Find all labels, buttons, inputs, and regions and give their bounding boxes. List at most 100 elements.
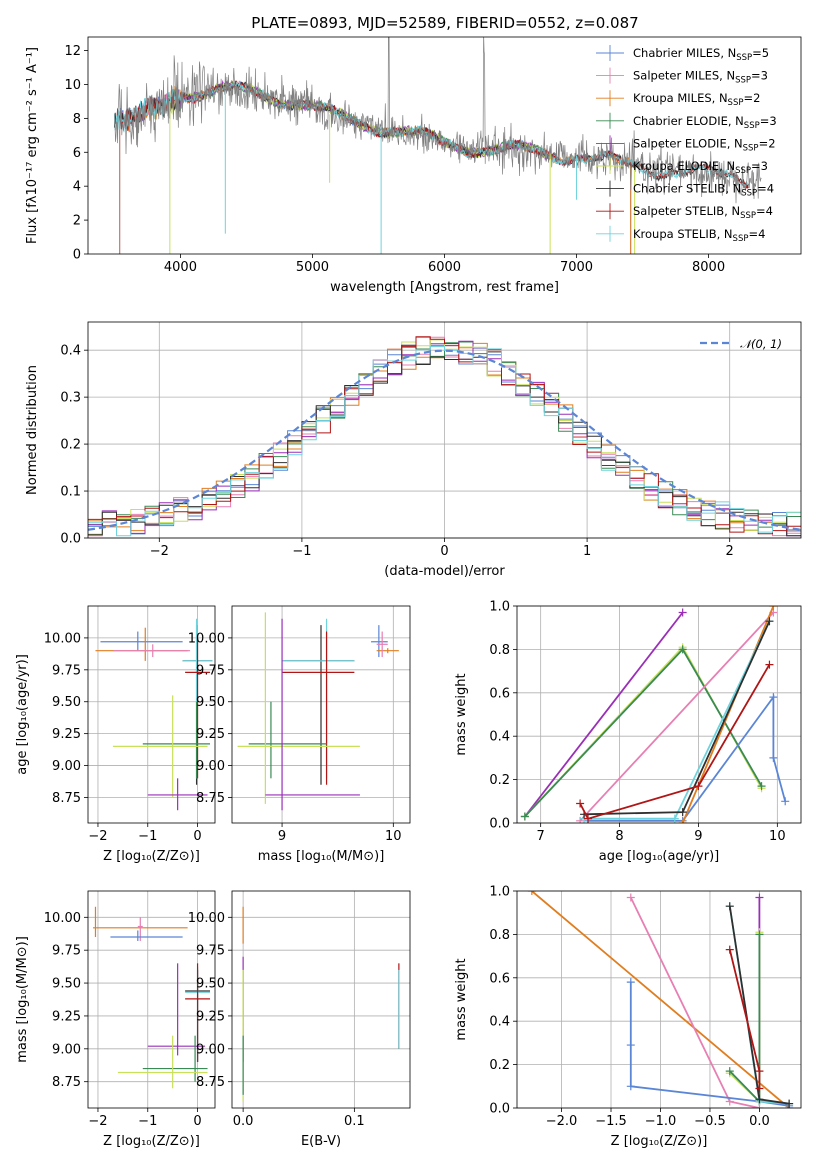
y-axis-label: Flux [fλ10⁻¹⁷ erg cm⁻² s⁻¹ A⁻¹] <box>25 47 40 244</box>
weight-marker <box>520 812 529 821</box>
y-tick-label: 9.00 <box>52 759 81 774</box>
legend-entry: Kroupa MILES, NSSP=2 <box>633 91 760 108</box>
legend-count: =2 <box>759 136 776 150</box>
x-tick-label: −1 <box>138 1114 157 1129</box>
y-tick-label: 9.00 <box>52 1042 81 1057</box>
x-tick-label: −1.5 <box>595 1114 627 1129</box>
weight-marker <box>765 660 774 669</box>
weight-marker <box>755 1067 764 1076</box>
weight-marker <box>678 819 687 823</box>
legend-entry: Kroupa ELODIE, NSSP=3 <box>633 159 768 176</box>
legend-label: Chabrier STELIB, N <box>633 182 741 196</box>
x-tick-label: 10 <box>385 829 402 844</box>
residual-histogram-salpeter-stelib <box>88 336 801 535</box>
plot-area <box>527 891 794 1108</box>
y-tick-label: 0.2 <box>60 438 81 453</box>
x-tick-label: 2 <box>726 544 734 559</box>
legend-subscript: SSP <box>728 98 744 108</box>
y-axis-label: Normed distribution <box>25 365 40 495</box>
legend-count: =3 <box>760 114 777 128</box>
y-tick-label: 0.8 <box>489 643 510 658</box>
y-axis-label: age [log₁₀(age/yr)] <box>15 654 30 775</box>
y-tick-label: 9.50 <box>52 977 81 992</box>
weight-line-salpeter-miles <box>629 897 760 1108</box>
x-tick-label: −1.0 <box>645 1114 677 1129</box>
legend-count: =5 <box>752 46 769 60</box>
weight-marker <box>755 930 764 939</box>
residuals-panel: −2 −1 0 1 2 0.0 0.1 0.2 0.3 0.4 (data-model)/error… <box>25 321 802 579</box>
y-tick-label: 9.25 <box>52 727 81 742</box>
plot-area <box>92 906 211 1089</box>
weight-marker <box>678 645 687 654</box>
y-tick-label: 2 <box>73 214 81 229</box>
weight-marker <box>626 1041 635 1050</box>
weight-marker <box>769 606 778 610</box>
weight-line-salpeter-elodie <box>524 611 684 818</box>
spectrum-title: PLATE=0893, MJD=52589, FIBERID=0552, z=0… <box>251 14 638 32</box>
plot-area <box>520 606 790 823</box>
y-axis-label: mass weight <box>454 958 469 1040</box>
model-spectrum-salpeter-miles <box>119 80 632 254</box>
legend-label: Salpeter MILES, N <box>633 69 735 83</box>
axes-frame <box>87 36 802 255</box>
x-tick-label: −0.5 <box>694 1114 726 1129</box>
weight-marker <box>755 1095 764 1104</box>
legend-subscript: SSP <box>735 76 751 86</box>
weight-vs-metallicity-panel: −2.0 −1.5 −1.0 −0.5 0.0 0.0 0.2 0.4 0.6 0.8 1.0 Z [… <box>454 885 802 1149</box>
x-axis-label: Z [log₁₀(Z/Z⊙)] <box>103 849 200 864</box>
y-tick-label: 9.50 <box>196 977 225 992</box>
weight-line-kroupa-stelib <box>584 620 771 820</box>
weight-marker <box>769 693 778 702</box>
model-spectrum-chabrier-miles <box>119 80 632 254</box>
weight-marker <box>584 814 592 823</box>
mass-vs-metallicity-panel: −2 −1 0 8.75 9.00 9.25 9.50 9.75 10.00 Z [log₁₀(Z… <box>15 890 216 1149</box>
x-tick-label: 10 <box>769 829 786 844</box>
legend-count: =4 <box>756 204 773 218</box>
y-tick-label: 1.0 <box>489 600 510 615</box>
plot-area <box>88 336 801 537</box>
y-axis-label: mass [log₁₀(M/M⊙)] <box>15 936 30 1063</box>
x-tick-label: −2 <box>88 829 107 844</box>
legend-count: =2 <box>743 91 760 105</box>
legend-count: =4 <box>748 227 765 241</box>
x-axis-label: Z [log₁₀(Z/Z⊙)] <box>103 1134 200 1149</box>
legend-label: Kroupa MILES, N <box>633 91 728 105</box>
legend-subscript: SSP <box>735 166 751 176</box>
x-tick-label: −2 <box>150 544 169 559</box>
weight-marker <box>755 1084 764 1093</box>
weight-marker <box>781 797 790 806</box>
y-tick-label: 9.75 <box>196 944 225 959</box>
y-tick-label: 1.0 <box>489 885 510 900</box>
legend-count: =4 <box>757 182 774 196</box>
x-tick-label: −2 <box>88 1114 107 1129</box>
x-axis-label: Z [log₁₀(Z/Z⊙)] <box>611 1134 708 1149</box>
x-axis-label: wavelength [Angstrom, rest frame] <box>330 280 559 295</box>
legend-subscript: SSP <box>733 234 749 244</box>
weight-line-salpeter-stelib <box>579 664 771 820</box>
x-axis-label: mass [log₁₀(M/M⊙)] <box>258 849 385 864</box>
y-tick-label: 9.75 <box>52 663 81 678</box>
y-tick-label: 9.50 <box>196 695 225 710</box>
weight-line-salpeter-miles <box>579 611 775 822</box>
axes-frame <box>516 605 802 824</box>
weight-marker <box>785 1099 794 1108</box>
weight-marker <box>725 945 734 954</box>
age-vs-metallicity-panel: −2 −1 0 8.75 9.00 9.25 9.50 9.75 10.00 Z [log₁₀(Z… <box>15 605 216 864</box>
legend-entry: Salpeter MILES, NSSP=3 <box>633 69 768 86</box>
y-tick-label: 10 <box>64 78 81 93</box>
weight-line-chabrier-elodie <box>524 647 763 818</box>
weight-marker <box>626 978 635 987</box>
x-tick-label: 0.0 <box>233 1114 254 1129</box>
weight-marker <box>725 1067 734 1076</box>
plot-area <box>95 618 213 811</box>
legend-count: =3 <box>751 69 768 83</box>
legend-entry: Chabrier ELODIE, NSSP=3 <box>633 114 777 131</box>
x-tick-label: −2.0 <box>546 1114 578 1129</box>
y-tick-label: 8.75 <box>196 1075 225 1090</box>
legend-subscript: SSP <box>743 143 759 153</box>
y-tick-label: 0.2 <box>489 1058 510 1073</box>
legend-label: Salpeter ELODIE, N <box>633 136 743 150</box>
x-tick-label: 1 <box>583 544 591 559</box>
weight-marker <box>769 753 778 762</box>
residual-histogram-kroupa-stelib <box>88 346 801 537</box>
